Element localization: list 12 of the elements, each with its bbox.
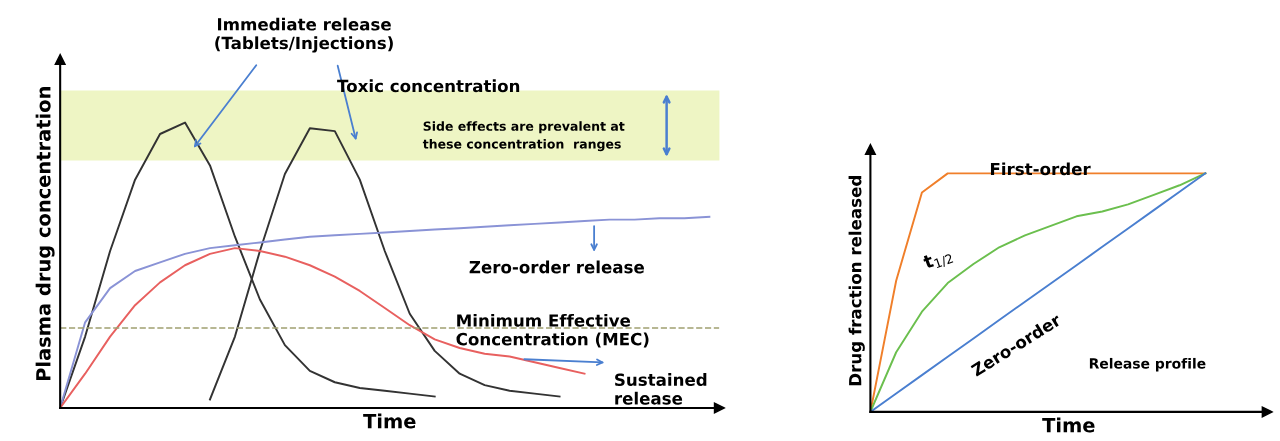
annotation: Release profile (1089, 357, 1206, 372)
y-axis-title: Plasma drug concentration (35, 87, 55, 381)
x-axis-title: Time (363, 413, 416, 429)
annotation: First-order (990, 162, 1091, 176)
annotation: Minimum Effective Concentration (MEC) (456, 313, 649, 348)
x-axis-title: Time (1042, 417, 1095, 433)
annotation: Side effects are prevalent at these concentration ranges (422, 121, 625, 152)
y-axis-title: Drug fraction released (848, 176, 865, 386)
text: Immediate release (Tablets/Injections) (215, 17, 393, 53)
annotation: Zero-order release (469, 260, 644, 274)
annotation: Sustained release (615, 373, 707, 405)
annotation: t$_{1/2}$ (922, 247, 954, 273)
